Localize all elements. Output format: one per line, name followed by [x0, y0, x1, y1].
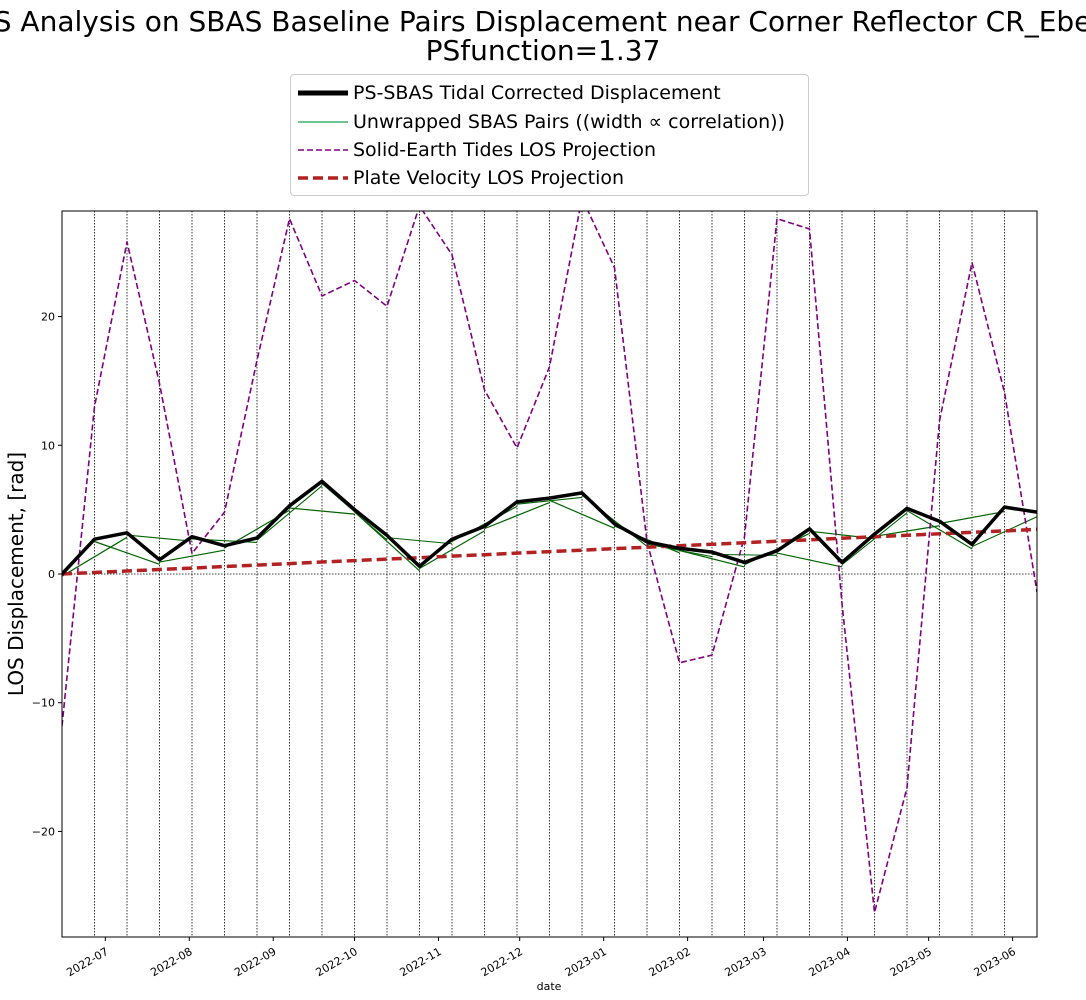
series-layer: [62, 211, 1037, 914]
y-tick-label: 10: [41, 439, 55, 452]
x-axis: 2022-07 2022-08 2022-09 2022-10 2022-11 2022-…: [64, 937, 1018, 979]
sbas-pair-line: [776, 552, 843, 568]
x-tick-label: 2023-02: [647, 945, 693, 979]
sbas-pair-line: [62, 536, 128, 577]
x-tick-label: 2022-12: [479, 945, 525, 979]
x-tick-label: 2022-11: [397, 945, 443, 979]
sbas-pair-line: [939, 510, 1005, 525]
x-tick-label: 2023-03: [722, 945, 768, 979]
y-axis: −20 −10 0 10 20: [32, 311, 62, 838]
y-axis-label: LOS Displacement, [rad]: [4, 452, 28, 696]
sbas-pair-line: [126, 534, 193, 542]
sbas-pair-line: [386, 537, 453, 545]
legend-label-displacement: PS-SBAS Tidal Corrected Displacement: [353, 82, 721, 104]
grid-lines: [62, 211, 1037, 937]
legend: PS-SBAS Tidal Corrected Displacement Unw…: [290, 74, 809, 196]
x-tick-label: 2022-10: [314, 945, 360, 979]
sbas-pair-line: [646, 543, 713, 558]
sbas-pair-line: [256, 485, 323, 541]
x-tick-label: 2022-08: [148, 945, 194, 979]
sbas-pair-line: [354, 511, 420, 572]
legend-swatch-tides: [298, 149, 348, 151]
sbas-pair-line: [289, 507, 355, 515]
sbas-pair-line: [549, 499, 615, 529]
x-tick-label: 2023-04: [806, 945, 852, 979]
displacement-series-line: [62, 479, 1037, 576]
sbas-pair-line: [484, 502, 550, 530]
y-tick-label: −10: [32, 697, 55, 710]
x-tick-label: 2022-09: [232, 945, 278, 979]
x-tick-label: 2023-05: [888, 945, 934, 979]
sbas-pair-line: [906, 510, 973, 550]
x-tick-label: 2023-06: [972, 945, 1018, 979]
chart-subtitle: PSfunction=1.37: [426, 34, 661, 67]
y-tick-label: 0: [48, 568, 55, 581]
sbas-pair-line: [159, 549, 225, 563]
x-axis-label: date: [537, 980, 562, 993]
legend-label-sbas-pairs: Unwrapped SBAS Pairs ((width ∝ correlati…: [353, 111, 785, 133]
sbas-pair-line: [419, 530, 485, 570]
tides-series-line: [62, 211, 1037, 914]
sbas-pair-line: [874, 525, 940, 537]
y-tick-label: −20: [32, 825, 55, 838]
chart-title: PS Analysis on SBAS Baseline Pairs Displ…: [0, 5, 1086, 38]
sbas-pair-line: [679, 549, 745, 568]
x-tick-label: 2023-01: [563, 945, 609, 979]
legend-swatch-displacement: [298, 90, 348, 96]
x-tick-label: 2022-07: [64, 945, 110, 979]
sbas-pair-line: [94, 540, 160, 565]
legend-swatch-sbas-pairs: [298, 121, 348, 123]
plot-area: −20 −10 0 10 20 2022-07 2022-08 2022-09 2022-10…: [32, 210, 1038, 979]
legend-label-plate-velocity: Plate Velocity LOS Projection: [353, 167, 625, 189]
legend-label-tides: Solid-Earth Tides LOS Projection: [353, 139, 657, 161]
legend-swatch-plate-velocity: [298, 176, 348, 180]
y-tick-label: 20: [41, 311, 55, 324]
sbas-pair-line: [841, 512, 908, 566]
plate-velocity-series-line: [62, 527, 1037, 576]
